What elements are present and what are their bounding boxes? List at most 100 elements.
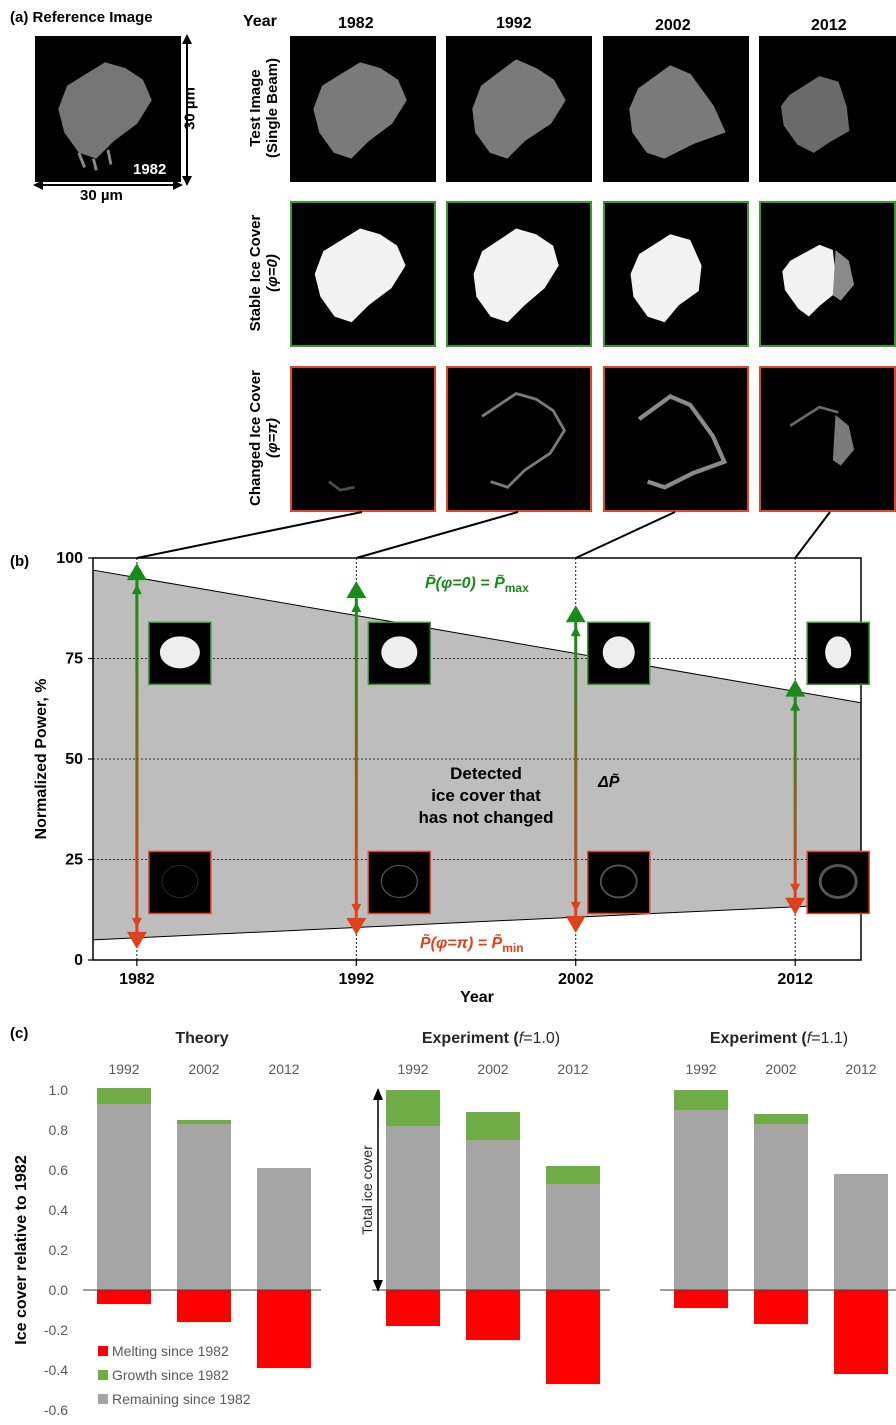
inset-stable-shape-2002 bbox=[602, 636, 635, 669]
y-tick-label-0: 0 bbox=[74, 952, 83, 969]
delta-label: ΔP̃ bbox=[597, 771, 620, 791]
region-text-line-1: Detected bbox=[450, 764, 522, 783]
inset-changed-shape-1982 bbox=[161, 865, 199, 898]
y-tick-label-0.8: 0.8 bbox=[49, 1122, 69, 1138]
min-curve-label: P̃(φ=π) = P̃min bbox=[420, 932, 524, 955]
category-label-2012: 2012 bbox=[268, 1061, 299, 1077]
row-label-test-line1: Test Image bbox=[247, 69, 264, 147]
bar-melting-1992 bbox=[386, 1290, 440, 1326]
bar-group-3: Experiment (f=1.1) 1992 2002 2012 bbox=[660, 1030, 896, 1374]
category-label-2002: 2002 bbox=[477, 1061, 508, 1077]
inset-stable-shape-2012 bbox=[825, 636, 852, 669]
row-label-changed-line2: (φ=π) bbox=[264, 418, 281, 458]
changed-image-2002 bbox=[603, 366, 749, 512]
delta-arrowhead-down-2002 bbox=[570, 901, 581, 912]
bar-growth-1992 bbox=[97, 1088, 151, 1104]
panel-a-tag: (a) bbox=[10, 9, 29, 26]
bar-melting-2002 bbox=[466, 1290, 520, 1340]
connector-line-2012 bbox=[794, 511, 831, 559]
stable-image-2002 bbox=[603, 201, 749, 347]
y-tick-label--0.4: -0.4 bbox=[44, 1362, 68, 1378]
panel-c-tag: (c) bbox=[10, 1025, 29, 1042]
delta-arrowhead-down-1982 bbox=[131, 917, 142, 928]
test-image-2002 bbox=[603, 36, 749, 182]
group-title: Experiment (f=1.1) bbox=[710, 1030, 848, 1047]
year-col-1982: 1982 bbox=[338, 15, 374, 32]
bar-growth-1992 bbox=[674, 1090, 728, 1110]
scale-bars bbox=[33, 34, 192, 190]
bar-remaining-1992 bbox=[386, 1126, 440, 1290]
bar-group-1: Theory 1992 2002 2012 bbox=[83, 1030, 321, 1368]
stable-image-2012 bbox=[759, 201, 896, 347]
delta-arrowhead-up-1982 bbox=[131, 584, 142, 595]
changed-image-1982 bbox=[290, 366, 436, 512]
changed-image-1992 bbox=[446, 366, 592, 512]
y-tick-label-0.6: 0.6 bbox=[49, 1162, 69, 1178]
delta-arrow-1982 bbox=[135, 580, 139, 932]
delta-arrowhead-down-1992 bbox=[351, 903, 362, 914]
bar-growth-2002 bbox=[177, 1120, 231, 1124]
inset-changed-1982 bbox=[148, 850, 212, 915]
row-label-stable: Stable Ice Cover (φ=0) bbox=[247, 188, 283, 358]
inset-changed-shape-2002 bbox=[599, 864, 638, 899]
inset-stable-1992 bbox=[367, 621, 432, 686]
bar-remaining-2002 bbox=[754, 1124, 808, 1290]
normalized-power-chart: 0 25 50 75 100 1982 1992 2002 2012 P̃(φ=0) = P̃ma… bbox=[33, 511, 870, 1006]
bar-melting-2012 bbox=[546, 1290, 600, 1384]
bar-melting-1992 bbox=[97, 1290, 151, 1304]
bar-melting-2002 bbox=[754, 1290, 808, 1324]
delta-arrowhead-up-2012 bbox=[790, 700, 801, 711]
delta-arrow-2012 bbox=[793, 696, 797, 898]
bar-melting-2012 bbox=[257, 1290, 311, 1368]
category-label-2002: 2002 bbox=[765, 1061, 796, 1077]
x-axis-title: Year bbox=[460, 989, 494, 1006]
y-axis-title: Normalized Power, % bbox=[33, 679, 50, 840]
bar-growth-2002 bbox=[466, 1112, 520, 1140]
y-tick-label-75: 75 bbox=[65, 651, 83, 668]
scale-vertical-label: 30 µm bbox=[181, 87, 199, 130]
delta-arrow-1992 bbox=[354, 598, 358, 918]
lower-boundary-line bbox=[92, 903, 862, 941]
delta-arrowhead-down-2012 bbox=[790, 883, 801, 894]
y-tick-label-0.2: 0.2 bbox=[49, 1242, 69, 1258]
inset-changed-shape-2012 bbox=[818, 863, 858, 899]
region-text-line-2: ice cover that bbox=[431, 786, 541, 805]
upper-boundary-line bbox=[92, 569, 862, 704]
legend-remaining-label: Remaining since 1982 bbox=[112, 1391, 251, 1407]
year-header: Year bbox=[243, 13, 277, 30]
row-label-changed: Changed Ice Cover (φ=π) bbox=[247, 353, 283, 523]
bar-remaining-2012 bbox=[546, 1184, 600, 1290]
category-label-1992: 1992 bbox=[397, 1061, 428, 1077]
legend-growth-label: Growth since 1982 bbox=[112, 1367, 229, 1383]
bar-remaining-1992 bbox=[674, 1110, 728, 1290]
bar-growth-1992 bbox=[386, 1090, 440, 1126]
group-title-tail: =1.1) bbox=[811, 1030, 848, 1047]
max-marker-1992 bbox=[346, 581, 367, 599]
stable-image-1982 bbox=[290, 201, 436, 347]
inset-stable-shape-1992 bbox=[381, 636, 418, 669]
legend-melting-label: Melting since 1982 bbox=[112, 1343, 229, 1359]
inset-changed-frame-2002 bbox=[586, 850, 651, 915]
delta-arrowhead-up-2002 bbox=[570, 626, 581, 637]
inset-changed-frame-1992 bbox=[367, 850, 432, 915]
y-axis-title: Ice cover relative to 1982 bbox=[13, 1155, 30, 1345]
connector-line-1992 bbox=[356, 511, 519, 559]
inset-changed-frame-2012 bbox=[806, 850, 870, 915]
stable-image-1992 bbox=[446, 201, 592, 347]
bar-group-2: Experiment (f=1.0) 1992 2002 2012 bbox=[372, 1030, 610, 1384]
test-image-2012 bbox=[759, 36, 896, 182]
y-tick-label--0.2: -0.2 bbox=[44, 1322, 68, 1338]
inset-stable-2002 bbox=[586, 621, 651, 686]
delta-arrowhead-up-1992 bbox=[351, 602, 362, 613]
row-label-stable-line2: (φ=0) bbox=[264, 254, 281, 292]
reference-ice-shape bbox=[58, 62, 152, 171]
inset-stable-shape-1982 bbox=[159, 636, 200, 669]
reference-image-title: Reference Image bbox=[32, 9, 153, 26]
group-title: Experiment (f=1.0) bbox=[422, 1030, 560, 1047]
region-text-line-3: has not changed bbox=[418, 808, 553, 827]
min-marker-1992 bbox=[346, 917, 367, 935]
category-label-2002: 2002 bbox=[188, 1061, 219, 1077]
inset-changed-1992 bbox=[367, 850, 432, 915]
min-marker-2002 bbox=[565, 915, 586, 933]
row-label-test-line2: (Single Beam) bbox=[264, 57, 281, 159]
